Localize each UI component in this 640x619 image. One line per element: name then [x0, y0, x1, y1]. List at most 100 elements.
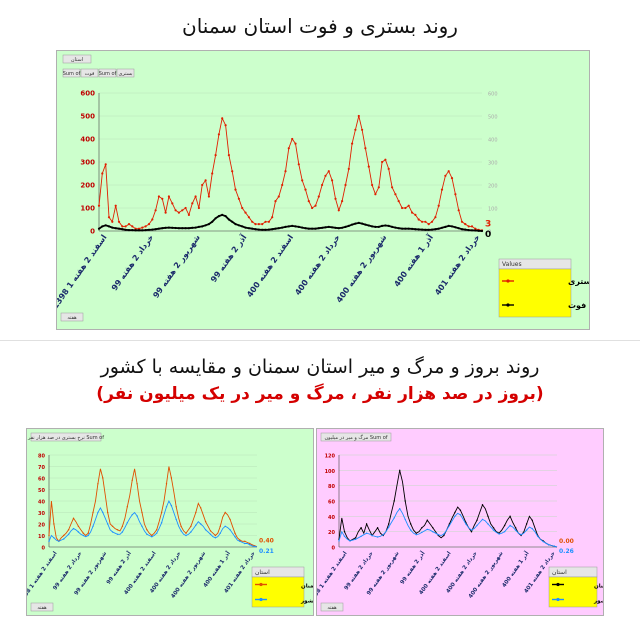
data-point [63, 534, 65, 537]
data-point [427, 228, 430, 231]
data-point [480, 229, 484, 233]
data-point [470, 225, 474, 228]
data-point [337, 209, 340, 212]
data-point [397, 227, 400, 230]
data-point [204, 224, 207, 227]
data-point [344, 183, 347, 187]
data-point [343, 535, 346, 537]
data-point [251, 220, 254, 223]
data-point [287, 147, 290, 150]
data-point [234, 223, 237, 226]
data-point [421, 531, 423, 534]
data-point [354, 128, 357, 131]
data-point [434, 228, 437, 231]
legend-marker [506, 303, 510, 307]
x-tick-label: 99 آذر 2 هفته [398, 549, 427, 585]
data-point [304, 227, 307, 230]
mortality-chart-svg: مرگ و میر در میلیون Sum of هفته 0 20 40 60 80 1… [309, 432, 620, 612]
data-point [219, 532, 221, 534]
data-point [407, 227, 410, 230]
data-point [360, 527, 362, 529]
data-point [351, 142, 354, 145]
data-point [437, 227, 440, 230]
data-point [421, 527, 423, 529]
data-point [542, 540, 544, 543]
data-point [219, 525, 221, 527]
data-point [217, 215, 220, 218]
data-point [317, 227, 320, 230]
data-point [376, 536, 379, 538]
x-tick-label: 99 شهریور 2 هفته [151, 233, 202, 300]
data-point [464, 228, 467, 231]
data-point [102, 477, 104, 479]
field-button: Sum of [99, 71, 117, 77]
data-point [492, 529, 495, 531]
data-point [48, 540, 50, 542]
data-point [314, 227, 317, 230]
data-point [214, 537, 217, 539]
data-point [321, 226, 324, 229]
data-point [77, 531, 80, 533]
data-point [185, 534, 187, 537]
x-tick-label: 99 خرداد 2 هفته [344, 551, 375, 592]
data-point [354, 538, 357, 540]
data-point [134, 229, 137, 232]
data-point [136, 515, 138, 517]
data-point [184, 227, 187, 230]
data-point [454, 193, 457, 196]
data-point [440, 226, 444, 229]
data-point [437, 534, 439, 536]
x-tick-label: 401 خرداد 2 هفته [433, 233, 482, 297]
data-point [414, 213, 417, 216]
data-point [417, 218, 420, 221]
data-point [117, 227, 121, 230]
data-point [492, 527, 495, 529]
chart-header-button: مرگ و میر در میلیون Sum of [324, 434, 387, 441]
data-point [410, 523, 412, 525]
x-tick-label: 400 خرداد 2 هفته [293, 233, 342, 297]
data-point [184, 206, 187, 210]
y-tick-label: 0 [42, 546, 46, 552]
data-point [360, 535, 362, 537]
data-point [221, 213, 224, 216]
legend-marker [556, 582, 560, 587]
data-point [197, 225, 200, 228]
y-tick-label: 0 [90, 228, 95, 236]
data-point [127, 223, 131, 226]
data-point [271, 216, 274, 219]
data-point [244, 540, 246, 542]
legend-entry: Sum of فوت [568, 301, 589, 310]
data-point [371, 183, 374, 187]
data-point [301, 179, 304, 182]
data-point [324, 174, 327, 177]
data-point [525, 529, 528, 531]
data-point [364, 147, 367, 150]
data-point [200, 507, 202, 509]
data-point [251, 227, 254, 230]
data-point [101, 172, 104, 175]
data-point [167, 195, 170, 198]
data-point [264, 220, 267, 223]
data-point [407, 204, 410, 207]
legend-entry: سمنان [301, 584, 313, 590]
data-point [154, 228, 157, 231]
data-point [141, 226, 144, 229]
data-point [459, 509, 462, 511]
y-tick-label: 30 [38, 511, 45, 517]
data-point [201, 225, 204, 228]
data-point [247, 227, 250, 230]
data-point [121, 228, 124, 231]
data-point [297, 163, 300, 166]
legend-box [548, 576, 598, 608]
data-point [63, 538, 65, 540]
data-point [514, 527, 517, 529]
data-point [92, 511, 94, 514]
y2-tick-label: 300 [488, 161, 498, 167]
x-tick-label: 1398 اسفند 2 هفته 1 [317, 551, 349, 604]
data-point [448, 524, 451, 527]
data-point [424, 220, 427, 223]
y-tick-label: 80 [328, 484, 335, 490]
data-point [72, 527, 75, 530]
data-point [391, 225, 394, 228]
data-point [454, 515, 456, 517]
